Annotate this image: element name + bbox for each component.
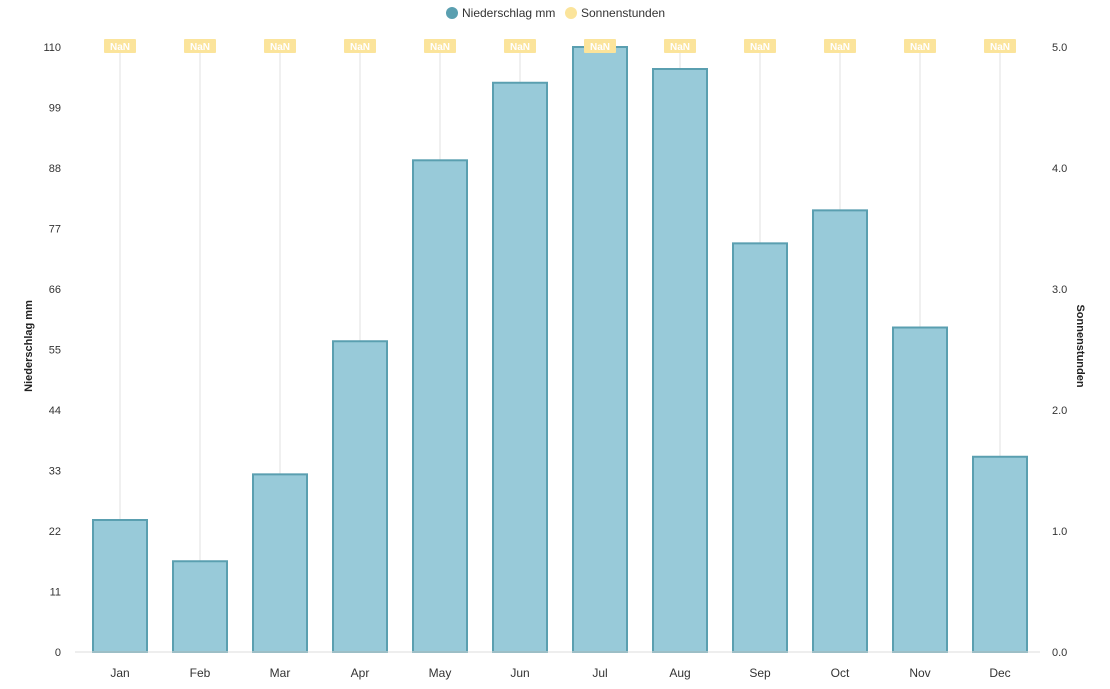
left-tick-88: 88	[49, 163, 61, 175]
sunshine-label-apr: NaN	[344, 39, 376, 53]
nan-badge-text: NaN	[270, 42, 290, 53]
bar-feb[interactable]	[172, 560, 228, 653]
right-tick-0.0: 0.0	[1052, 647, 1067, 659]
legend-label-sonnenstunden[interactable]: Sonnenstunden	[581, 6, 665, 20]
sunshine-label-may: NaN	[424, 39, 456, 53]
bar-jul[interactable]	[572, 46, 628, 653]
x-tick-label-sep: Sep	[749, 666, 771, 680]
sunshine-label-jul: NaN	[584, 39, 616, 53]
sunshine-label-mar: NaN	[264, 39, 296, 53]
nan-badge-bg	[344, 39, 376, 53]
left-tick-99: 99	[49, 103, 61, 115]
left-tick-22: 22	[49, 526, 61, 538]
sunshine-label-feb: NaN	[184, 39, 216, 53]
sunshine-label-oct: NaN	[824, 39, 856, 53]
sunshine-label-jun: NaN	[504, 39, 536, 53]
sunshine-label-sep: NaN	[744, 39, 776, 53]
nan-badge-bg	[744, 39, 776, 53]
left-tick-66: 66	[49, 284, 61, 296]
right-tick-5.0: 5.0	[1052, 42, 1067, 54]
nan-badge-bg	[424, 39, 456, 53]
nan-badge-text: NaN	[830, 42, 850, 53]
left-tick-33: 33	[49, 466, 61, 478]
sunshine-point-labels: NaN NaN NaN NaN NaN NaN NaN NaN NaN NaN NaN NaN	[104, 39, 1016, 53]
x-tick-label-may: May	[429, 666, 452, 680]
right-tick-4.0: 4.0	[1052, 163, 1067, 175]
nan-badge-bg	[264, 39, 296, 53]
sunshine-label-nov: NaN	[904, 39, 936, 53]
nan-badge-bg	[104, 39, 136, 53]
left-axis-title: Niederschlag mm	[23, 300, 35, 392]
bar-nov[interactable]	[892, 326, 948, 653]
x-tick-label-jan: Jan	[110, 666, 129, 680]
x-tick-label-apr: Apr	[351, 666, 370, 680]
right-axis-title: Sonnenstunden	[1074, 304, 1086, 387]
nan-badge-bg	[904, 39, 936, 53]
right-axis-ticks: 0.0 1.0 2.0 3.0 4.0 5.0	[1052, 42, 1067, 659]
nan-badge-text: NaN	[750, 42, 770, 53]
left-tick-77: 77	[49, 224, 61, 236]
left-tick-44: 44	[49, 405, 61, 417]
sunshine-label-jan: NaN	[104, 39, 136, 53]
x-tick-label-aug: Aug	[669, 666, 690, 680]
left-axis-ticks: 0 11 22 33 44 55 66 77 88 99 110	[43, 42, 61, 659]
nan-badge-text: NaN	[430, 42, 450, 53]
x-tick-label-nov: Nov	[909, 666, 930, 680]
x-tick-label-dec: Dec	[989, 666, 1010, 680]
sunshine-label-dec: NaN	[984, 39, 1016, 53]
precipitation-bars	[92, 46, 1028, 654]
bar-apr[interactable]	[332, 340, 388, 653]
legend-swatch-sonnenstunden	[565, 7, 577, 19]
chart-legend[interactable]: Niederschlag mm Sonnenstunden	[446, 6, 665, 20]
nan-badge-text: NaN	[190, 42, 210, 53]
nan-badge-bg	[664, 39, 696, 53]
nan-badge-text: NaN	[350, 42, 370, 53]
x-tick-label-mar: Mar	[270, 666, 291, 680]
nan-badge-text: NaN	[990, 42, 1010, 53]
nan-badge-text: NaN	[110, 42, 130, 53]
nan-badge-bg	[584, 39, 616, 53]
nan-badge-bg	[984, 39, 1016, 53]
nan-badge-bg	[824, 39, 856, 53]
right-tick-2.0: 2.0	[1052, 405, 1067, 417]
left-tick-55: 55	[49, 345, 61, 357]
x-tick-label-oct: Oct	[831, 666, 850, 680]
x-tick-label-feb: Feb	[190, 666, 211, 680]
nan-badge-text: NaN	[510, 42, 530, 53]
right-tick-3.0: 3.0	[1052, 284, 1067, 296]
nan-badge-text: NaN	[670, 42, 690, 53]
bar-sep[interactable]	[732, 242, 788, 653]
nan-badge-bg	[184, 39, 216, 53]
right-tick-1.0: 1.0	[1052, 526, 1067, 538]
bar-oct[interactable]	[812, 209, 868, 653]
nan-badge-text: NaN	[590, 42, 610, 53]
x-axis-ticks: Jan Feb Mar Apr May Jun Jul Aug Sep Oct Nov Dec	[110, 666, 1010, 680]
left-tick-0: 0	[55, 647, 61, 659]
left-tick-110: 110	[43, 42, 61, 54]
x-tick-label-jun: Jun	[510, 666, 529, 680]
legend-swatch-niederschlag	[446, 7, 458, 19]
left-tick-11: 11	[50, 587, 61, 599]
bar-jun[interactable]	[492, 81, 548, 653]
bar-mar[interactable]	[252, 473, 308, 653]
bar-jan[interactable]	[92, 519, 148, 653]
sunshine-label-aug: NaN	[664, 39, 696, 53]
bar-aug[interactable]	[652, 68, 708, 653]
x-tick-label-jul: Jul	[592, 666, 607, 680]
bar-dec[interactable]	[972, 455, 1028, 653]
nan-badge-bg	[504, 39, 536, 53]
bar-may[interactable]	[412, 159, 468, 654]
nan-badge-text: NaN	[910, 42, 930, 53]
legend-label-niederschlag[interactable]: Niederschlag mm	[462, 6, 555, 20]
